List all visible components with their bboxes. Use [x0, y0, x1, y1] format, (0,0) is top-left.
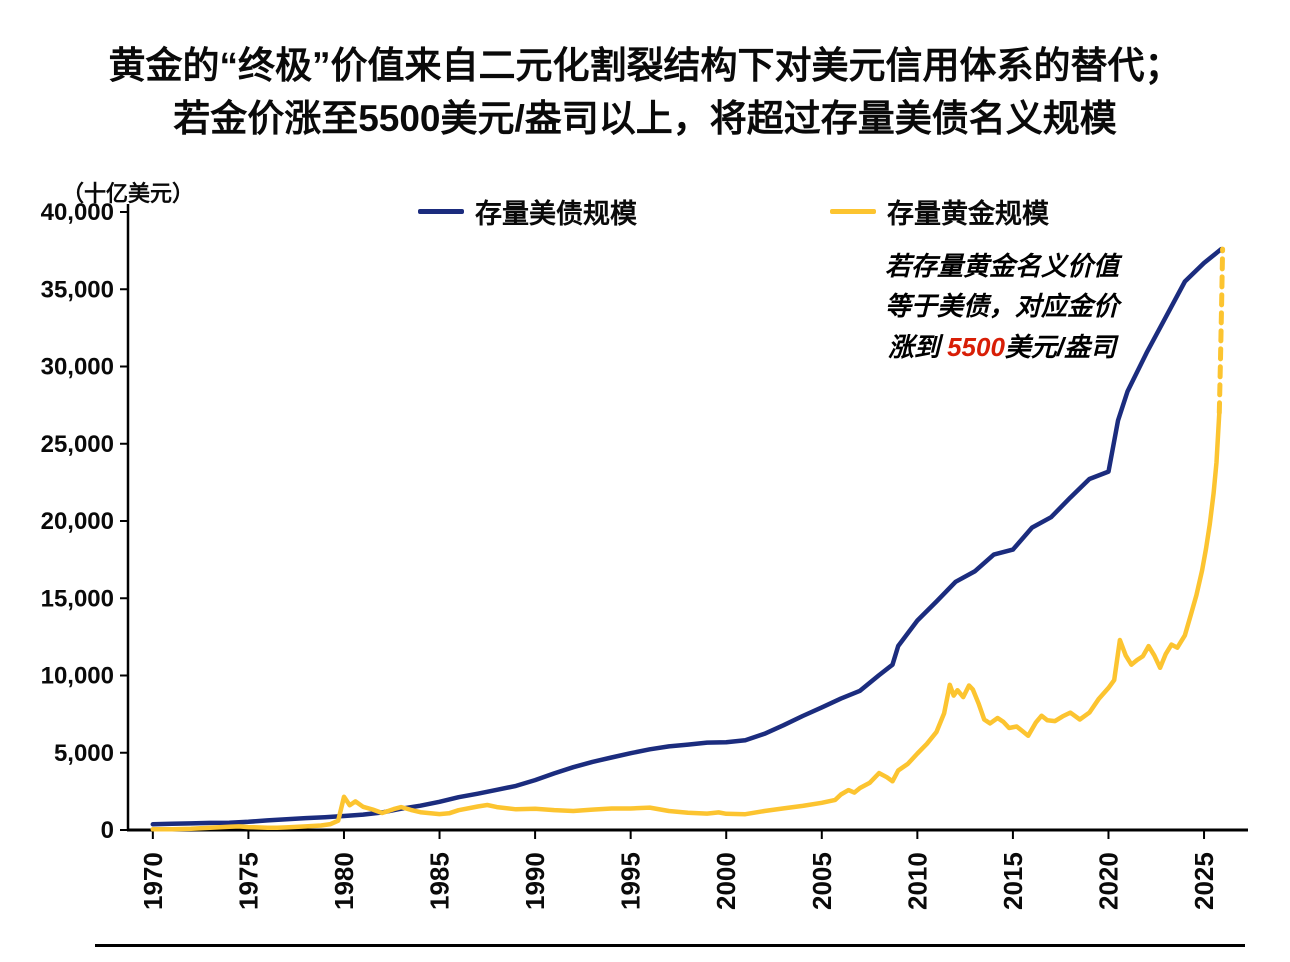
treasury-line-swatch	[418, 209, 464, 214]
x-tick-label: 1985	[425, 852, 455, 910]
y-tick-label: 20,000	[41, 508, 114, 535]
gold-line	[150, 410, 1222, 832]
legend-label-treasury: 存量美债规模	[475, 199, 637, 229]
annotation-line3: 涨到 5500美元/盎司	[852, 327, 1152, 367]
legend-label-gold: 存量黄金规模	[887, 199, 1049, 229]
annotation-line1: 若存量黄金名义价值	[884, 251, 1119, 281]
x-tick-label: 1980	[329, 852, 359, 910]
chart-title-line2: 若金价涨至5500美元/盎司以上，将超过存量美债名义规模	[173, 97, 1117, 139]
gold-line-swatch	[830, 209, 876, 214]
x-tick-label: 1995	[616, 852, 646, 910]
bottom-divider	[95, 944, 1245, 947]
y-tick-label: 0	[101, 817, 114, 844]
y-tick-label: 40,000	[41, 199, 114, 226]
y-axis-unit-label: （十亿美元）	[62, 181, 195, 206]
y-tick-label: 35,000	[41, 276, 114, 303]
legend-item-treasury: 存量美债规模	[418, 192, 637, 231]
x-tick-label: 2025	[1189, 852, 1219, 910]
annotation-line3-prefix: 涨到	[887, 331, 948, 362]
x-tick-label: 2000	[711, 852, 741, 910]
x-tick-label: 2020	[1093, 852, 1123, 910]
y-tick-label: 15,000	[41, 585, 114, 612]
x-tick-label: 2010	[902, 852, 932, 910]
annotation-line2: 等于美债，对应金价	[884, 291, 1119, 322]
chart-title-line1: 黄金的“终极”价值来自二元化割裂结构下对美元信用体系的替代；	[108, 45, 1182, 86]
x-tick-label: 1970	[138, 852, 168, 910]
annotation-price-highlight: 5500	[947, 331, 1005, 362]
x-tick-label: 2015	[998, 852, 1028, 910]
y-tick-label: 25,000	[41, 431, 114, 458]
legend-item-gold: 存量黄金规模	[830, 192, 1049, 231]
annotation-line3-suffix: 美元/盎司	[1004, 331, 1117, 362]
x-tick-label: 1990	[520, 852, 550, 910]
x-tick-label: 1975	[233, 852, 263, 910]
y-tick-label: 5,000	[54, 740, 114, 767]
x-tick-label: 2005	[807, 852, 837, 910]
gold-projection-line	[1216, 246, 1226, 416]
annotation: 若存量黄金名义价值 等于美债，对应金价 涨到 5500美元/盎司	[852, 246, 1152, 367]
chart-title: 黄金的“终极”价值来自二元化割裂结构下对美元信用体系的替代； 若金价涨至5500…	[0, 40, 1290, 145]
y-tick-label: 10,000	[41, 663, 114, 690]
y-tick-label: 30,000	[41, 354, 114, 381]
